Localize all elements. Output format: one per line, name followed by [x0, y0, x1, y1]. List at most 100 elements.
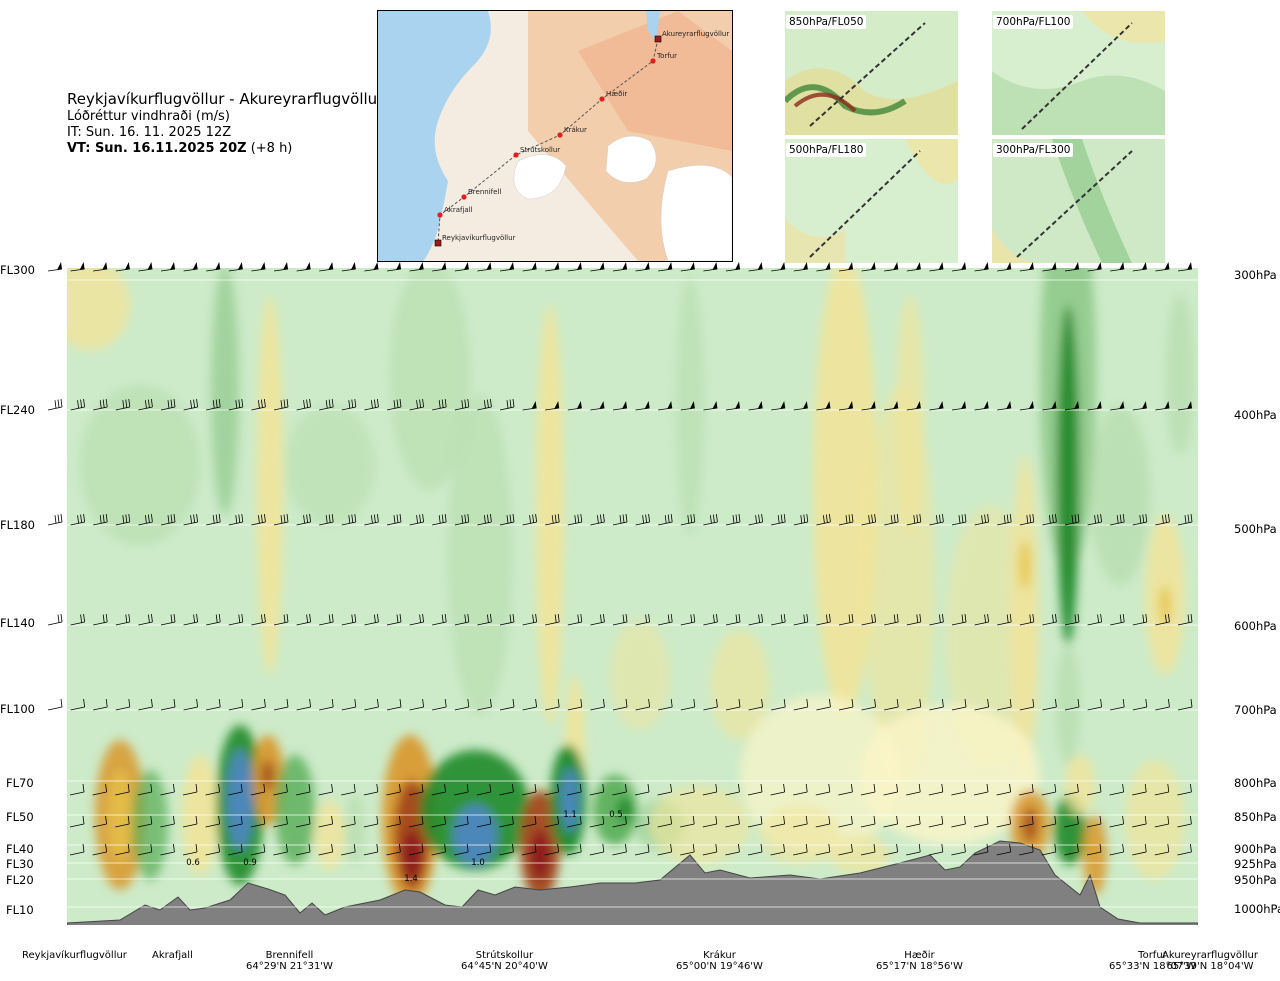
wind-barb	[341, 815, 356, 828]
wind-barb-feather	[1055, 698, 1057, 708]
wind-barb-staff	[612, 823, 627, 828]
wind-barb-staff	[906, 823, 921, 828]
wind-barb	[183, 698, 198, 711]
wind-barb	[1177, 513, 1193, 526]
waypoint-name: Reykjavíkurflugvöllur	[22, 950, 127, 961]
wind-barb	[1019, 698, 1035, 711]
wind-barb-staff	[409, 406, 424, 411]
wind-barb	[658, 401, 673, 411]
map-waypoint-label: Hæðir	[606, 90, 627, 98]
wind-barb	[1087, 613, 1102, 626]
wind-barb-staff	[160, 823, 175, 828]
wind-barb-pennant	[870, 401, 876, 409]
wind-barb-feather	[987, 613, 989, 623]
wind-barb-staff	[838, 706, 854, 711]
wind-barb-staff	[296, 521, 311, 526]
wind-barb	[137, 783, 153, 796]
panel-700hpa[interactable]: 700hPa/FL100	[992, 11, 1165, 135]
wind-barb-feather	[170, 399, 173, 408]
wind-barb-feather	[399, 843, 401, 853]
wind-barb-staff	[206, 406, 221, 411]
wind-barb-staff	[386, 621, 402, 626]
wind-barb-pennant	[237, 262, 243, 270]
wind-barb	[1064, 815, 1079, 828]
wind-barb-feather	[283, 614, 286, 623]
wind-barb-feather	[918, 815, 921, 825]
wind-barb	[409, 398, 424, 411]
wind-barb-feather	[105, 698, 108, 708]
map-airport-marker	[434, 239, 442, 247]
wind-barb-staff	[725, 521, 741, 526]
wind-barb-feather	[464, 614, 467, 623]
wind-barb-staff	[273, 791, 288, 796]
wind-barb-staff	[590, 706, 605, 711]
wind-barb-feather	[151, 398, 153, 408]
wind-barb-feather	[919, 698, 922, 708]
wind-barb-staff	[1041, 851, 1056, 856]
panel-850hpa-map	[785, 11, 958, 135]
wind-barb	[816, 513, 831, 526]
wind-barb	[70, 398, 85, 411]
wind-barb-staff	[93, 621, 108, 626]
wind-barb-feather	[240, 815, 243, 825]
panel-850hpa[interactable]: 850hPa/FL050	[785, 11, 958, 135]
waypoint-strutskollur: Strútskollur 64°45'N 20°40'W	[461, 950, 548, 972]
wind-barb-feather	[871, 514, 873, 523]
wind-barb-feather	[1074, 514, 1077, 523]
wind-barb-feather	[893, 514, 896, 523]
wind-barb	[997, 513, 1012, 526]
wind-barb-feather	[238, 514, 241, 523]
wind-barb	[273, 783, 288, 796]
wind-barb	[296, 398, 311, 411]
wind-barb-staff	[1154, 823, 1169, 828]
wind-barb-staff	[1109, 851, 1124, 856]
wind-barb-pennant	[802, 401, 808, 409]
wind-barb-staff	[567, 823, 582, 828]
wind-barb-staff	[1064, 823, 1079, 828]
wind-barb-feather	[1187, 614, 1190, 623]
wind-barb-staff	[251, 621, 266, 626]
wind-barb-feather	[148, 399, 150, 408]
wind-barb-feather	[331, 815, 333, 825]
wind-barb-feather	[512, 843, 514, 853]
panel-500hpa[interactable]: 500hPa/FL180	[785, 139, 958, 263]
wind-barb	[1019, 262, 1034, 272]
wind-barb-feather	[512, 398, 515, 408]
wind-barb	[138, 262, 153, 272]
wind-barb	[364, 398, 379, 411]
wind-barb-feather	[125, 399, 128, 408]
wind-barb	[567, 613, 583, 626]
wind-barb-pennant	[802, 262, 808, 270]
wind-barb-feather	[716, 698, 718, 708]
wind-barb-staff	[929, 706, 944, 711]
wind-barb-feather	[422, 698, 424, 708]
velocity-shade	[610, 620, 670, 730]
wind-barb-staff	[115, 706, 130, 711]
wind-barb-feather	[438, 400, 441, 409]
wind-barb-staff	[657, 823, 672, 828]
wind-barb-feather	[196, 613, 198, 623]
wind-barb-pennant	[1187, 262, 1192, 270]
wind-barb-feather	[241, 698, 244, 708]
wind-barb-feather	[150, 815, 153, 825]
wind-barb-feather	[783, 815, 785, 825]
wind-barb-staff	[816, 521, 831, 526]
wind-barb-feather	[466, 815, 469, 825]
wind-barb-feather	[173, 613, 176, 623]
wind-barb-feather	[715, 783, 718, 793]
wind-barb-feather	[1190, 843, 1192, 853]
wind-barb-feather	[648, 513, 650, 523]
wind-barb	[793, 513, 809, 526]
wind-barb-feather	[487, 614, 489, 623]
wind-barb-feather	[534, 783, 537, 793]
wind-barb-staff	[1177, 706, 1193, 711]
panel-300hpa[interactable]: 300hPa/FL300	[992, 139, 1165, 263]
wind-barb-feather	[580, 698, 583, 708]
wind-barb	[1087, 401, 1102, 411]
wind-barb-feather	[1032, 698, 1035, 708]
wind-barb-feather	[873, 815, 876, 825]
wind-barb-staff	[680, 621, 695, 626]
panel-green-band	[1052, 139, 1132, 263]
wind-barb-feather	[308, 783, 311, 793]
wind-barb-feather	[151, 698, 153, 708]
